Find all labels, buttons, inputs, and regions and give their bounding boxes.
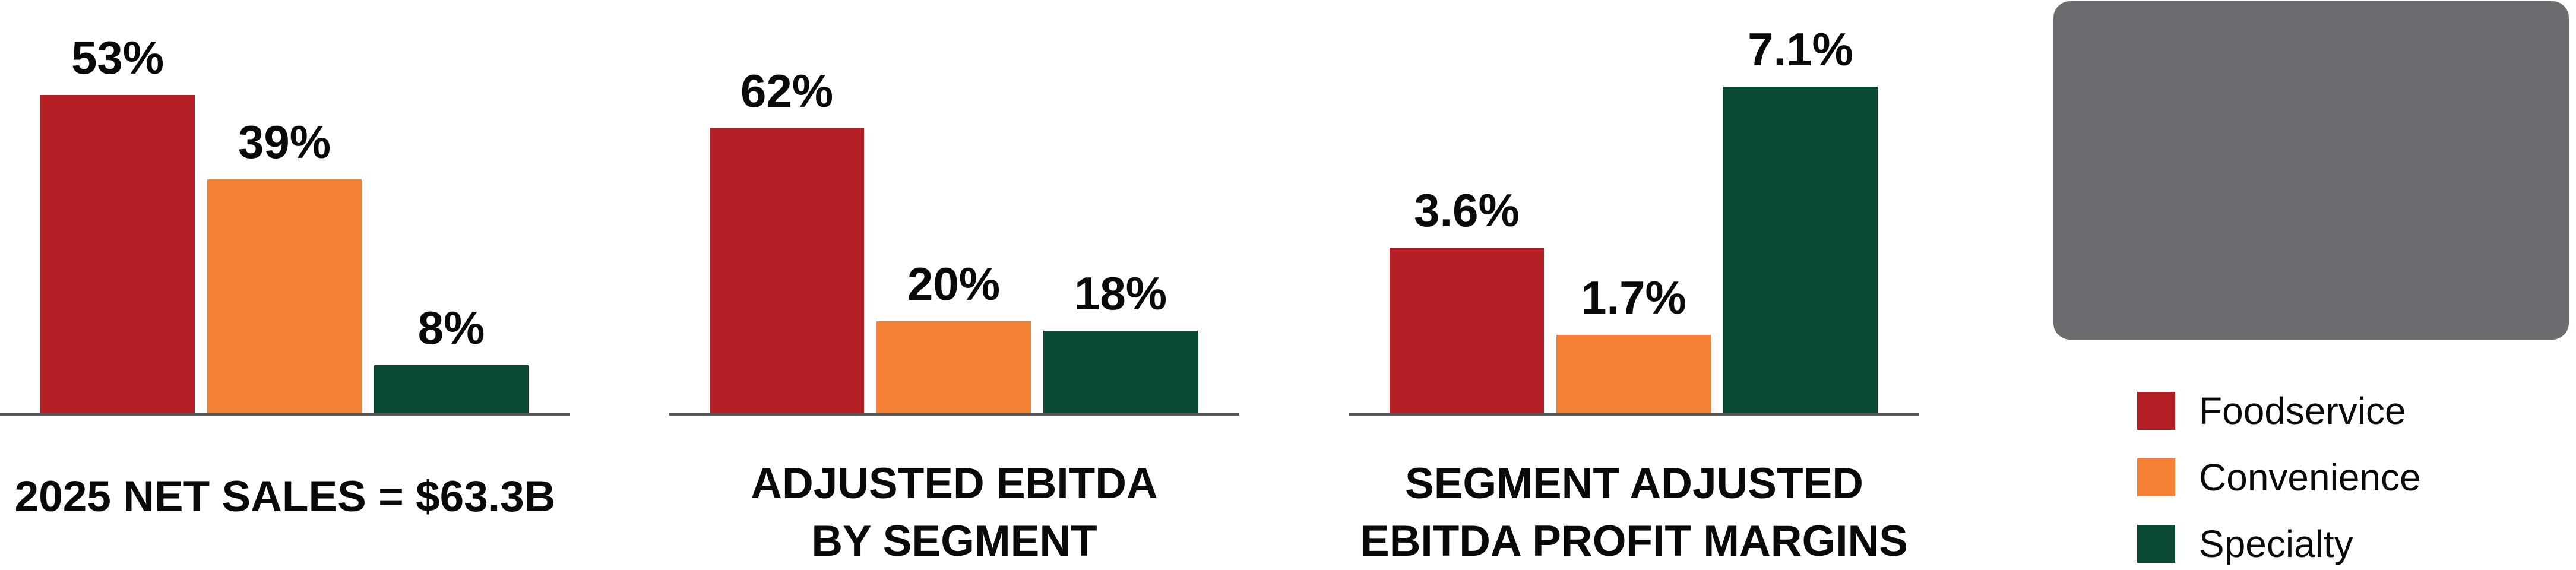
legend-item-convenience: Convenience [2137, 458, 2421, 496]
bar-convenience [207, 179, 362, 413]
chart-title-ebitda-margins: SEGMENT ADJUSTED EBITDA PROFIT MARGINS [1349, 455, 1919, 570]
bar-value-label: 8% [417, 302, 485, 354]
x-axis-line [0, 413, 570, 416]
bar-convenience [876, 321, 1031, 413]
chart-title-adjusted-ebitda: ADJUSTED EBITDA BY SEGMENT [669, 455, 1239, 570]
bar-value-label: 39% [238, 116, 331, 168]
bar-value-label: 53% [71, 31, 164, 84]
chart-title-line: SEGMENT ADJUSTED [1405, 460, 1863, 508]
legend-item-foodservice: Foodservice [2137, 392, 2406, 430]
bar-specialty [1043, 331, 1198, 413]
bar-specialty [1723, 87, 1878, 413]
x-axis-line [1349, 413, 1919, 416]
bar-foodservice [710, 128, 864, 413]
chart-title-net-sales: 2025 NET SALES = $63.3B [0, 468, 570, 525]
chart-title-line: EBITDA PROFIT MARGINS [1360, 517, 1908, 565]
bar-value-label: 1.7% [1581, 271, 1686, 324]
legend-label-foodservice: Foodservice [2199, 390, 2406, 432]
bar-value-label: 20% [907, 258, 1001, 310]
legend-swatch-specialty [2137, 525, 2175, 563]
chart-ebitda-margins: 3.6% 1.7% 7.1% SEGMENT ADJUSTED EBITDA PRO… [1349, 0, 1919, 565]
bar-value-label: 62% [740, 65, 834, 117]
image-placeholder-box [2053, 1, 2569, 340]
x-axis-line [669, 413, 1239, 416]
chart-title-line: 2025 NET SALES = $63.3B [14, 473, 556, 521]
bar-specialty [374, 365, 529, 413]
legend-label-convenience: Convenience [2199, 456, 2421, 499]
bar-foodservice [40, 95, 195, 413]
bar-value-label: 7.1% [1748, 23, 1853, 75]
legend-label-specialty: Specialty [2199, 522, 2353, 565]
chart-net-sales: 53% 39% 8% 2025 NET SALES = $63.3B [0, 0, 570, 563]
legend-item-specialty: Specialty [2137, 525, 2353, 563]
bar-value-label: 18% [1074, 267, 1167, 319]
chart-adjusted-ebitda: 62% 20% 18% ADJUSTED EBITDA BY SEGMENT [669, 0, 1239, 565]
bar-convenience [1556, 335, 1711, 413]
chart-title-line: ADJUSTED EBITDA [751, 460, 1158, 508]
legend-swatch-convenience [2137, 458, 2175, 496]
legend-swatch-foodservice [2137, 392, 2175, 430]
bar-foodservice [1390, 248, 1544, 413]
bar-value-label: 3.6% [1414, 184, 1520, 236]
chart-title-line: BY SEGMENT [811, 517, 1097, 565]
